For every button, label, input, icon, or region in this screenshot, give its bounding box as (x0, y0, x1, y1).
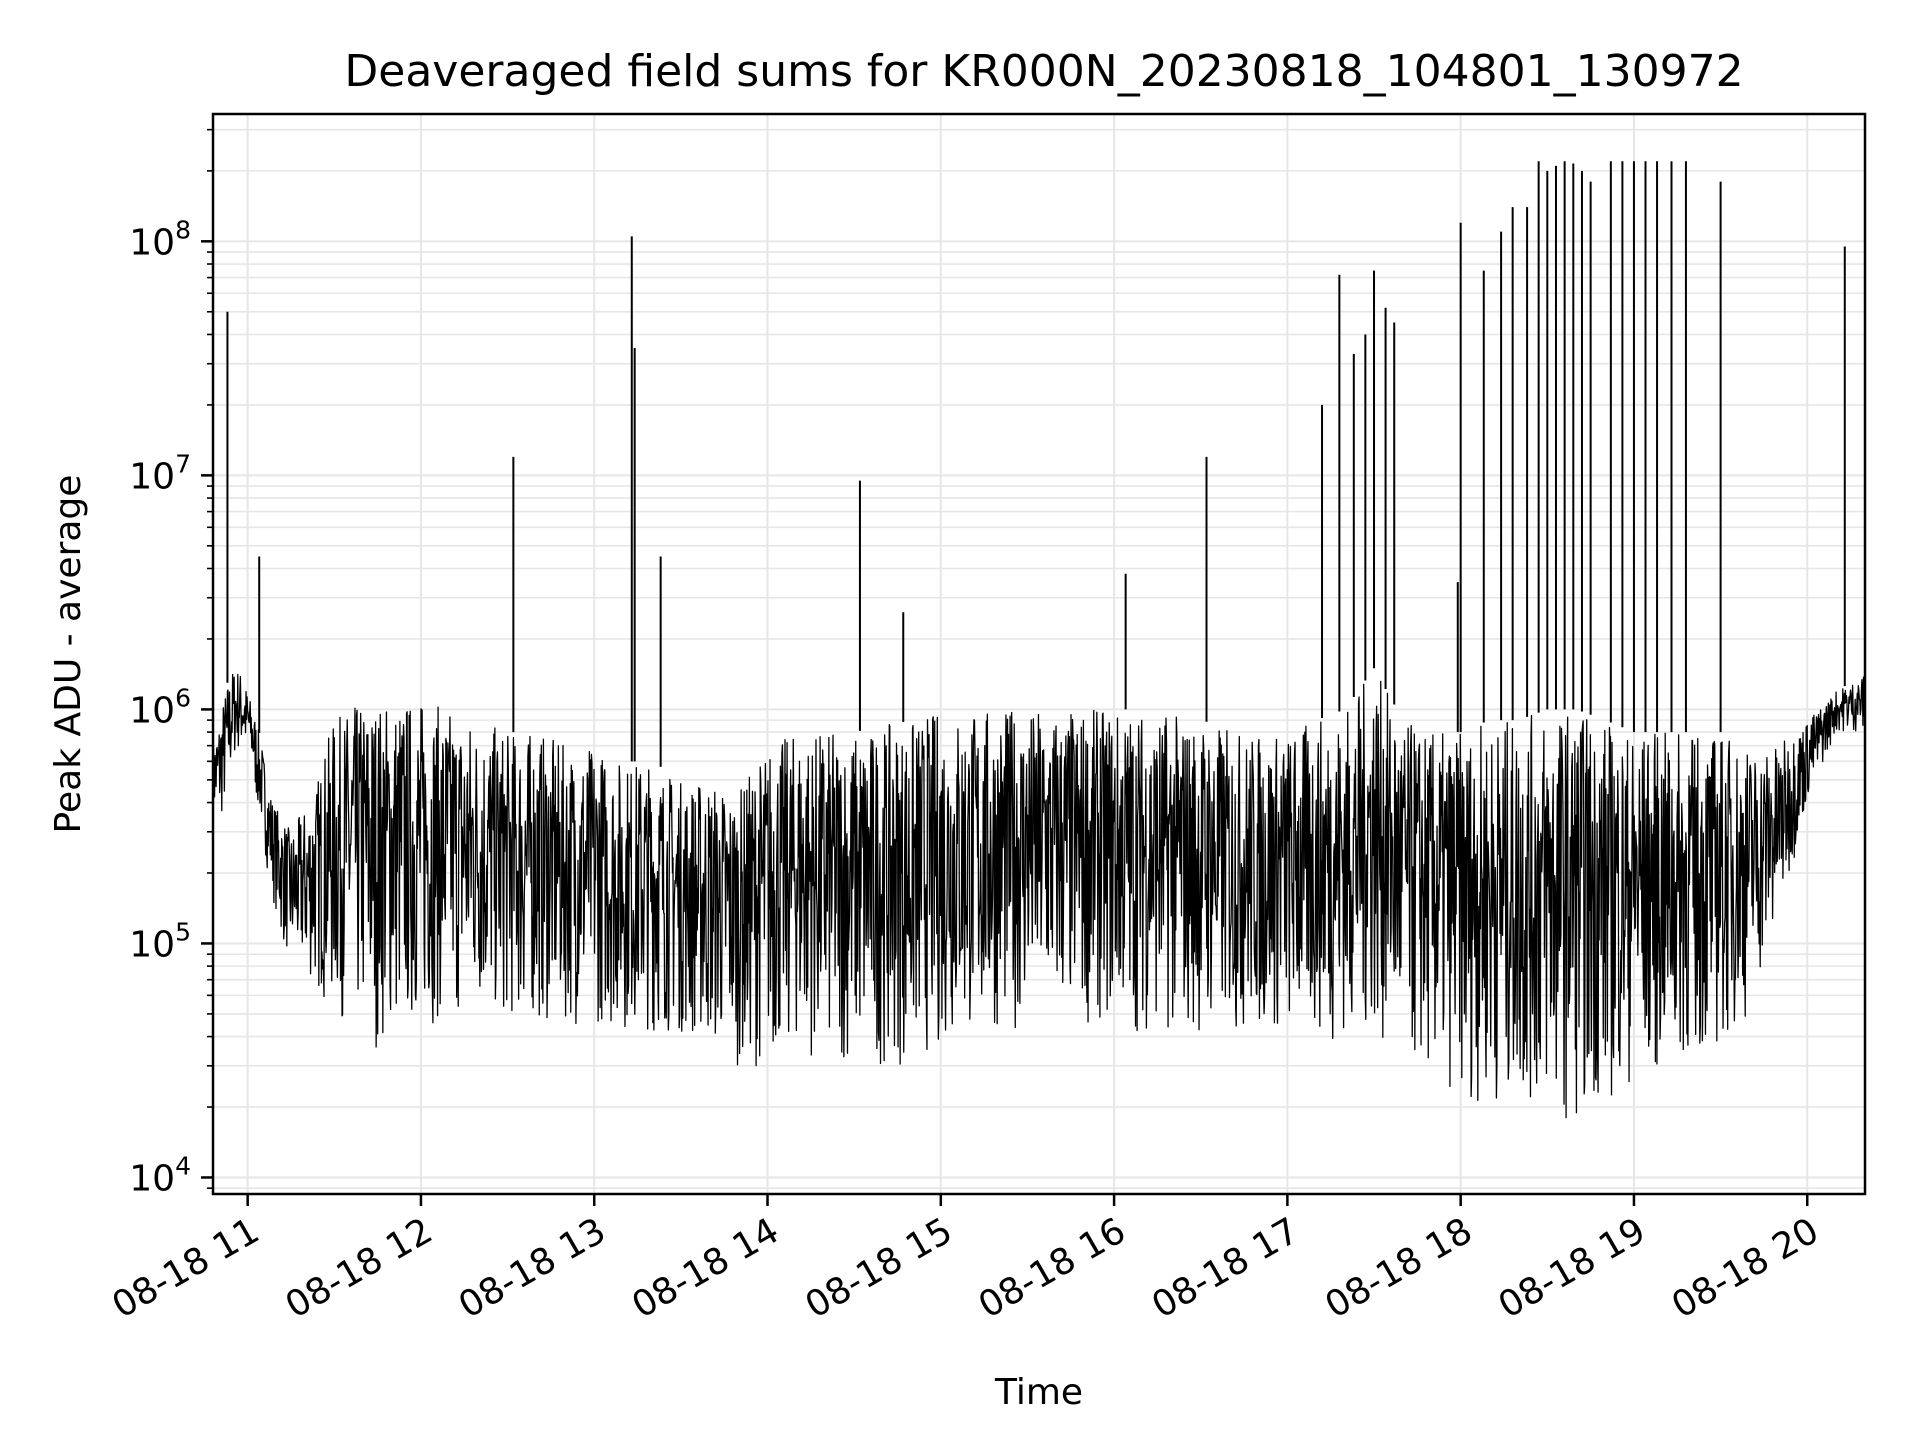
y-tick-label: 104 (129, 1151, 191, 1199)
x-ticks: 08-18 11 08-18 12 08-18 13 08-18 14 08-18 15… (105, 1194, 1826, 1327)
x-axis-label: Time (994, 1372, 1083, 1413)
x-tick-label: 08-18 16 (972, 1210, 1133, 1326)
data-layer (212, 161, 1866, 1119)
y-ticks: 104 105 106 107 108 (129, 128, 213, 1199)
chart-title: Deaveraged field sums for KR000N_2023081… (344, 46, 1743, 97)
x-tick-label: 08-18 13 (452, 1210, 613, 1326)
grid (213, 114, 1865, 1194)
x-tick-label: 08-18 15 (799, 1210, 960, 1326)
x-tick-label: 08-18 19 (1492, 1210, 1653, 1326)
x-tick-label: 08-18 17 (1145, 1210, 1306, 1326)
y-tick-label: 105 (129, 917, 191, 965)
y-axis-label: Peak ADU - average (48, 475, 89, 834)
y-tick-label: 106 (129, 683, 191, 731)
series-line (212, 673, 1866, 1119)
x-tick-label: 08-18 14 (625, 1210, 786, 1326)
x-tick-label: 08-18 18 (1318, 1210, 1479, 1326)
x-tick-label: 08-18 11 (105, 1210, 266, 1326)
plot-frame (211, 112, 1867, 1196)
x-tick-label: 08-18 20 (1665, 1210, 1826, 1326)
y-tick-label: 107 (129, 449, 191, 497)
y-tick-label: 108 (129, 215, 191, 263)
x-tick-label: 08-18 12 (279, 1210, 440, 1326)
